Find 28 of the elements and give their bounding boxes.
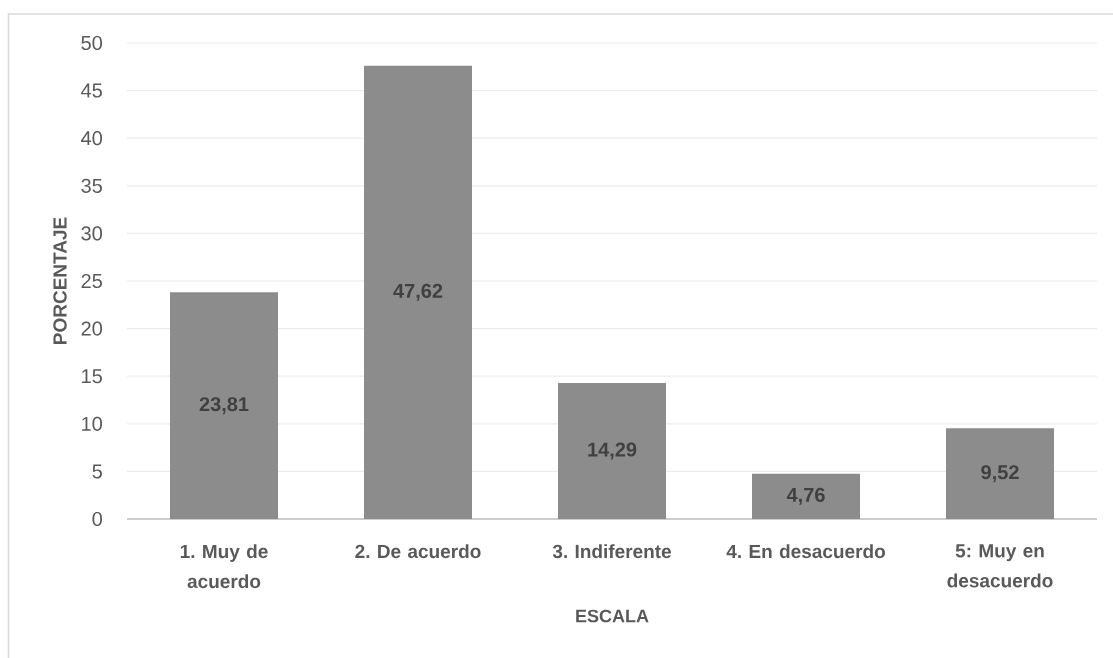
x-tick-label: 4. En desacuerdo [726,544,885,559]
bar [364,65,472,519]
y-tick-label: 40 [81,131,103,146]
y-tick-label: 5 [92,464,102,479]
y-tick-label: 10 [82,416,103,431]
data-label: 9,52 [981,465,1019,483]
bar [946,428,1055,519]
y-tick-label: 30 [81,226,103,241]
y-tick-label: 25 [81,273,102,289]
x-tick-label: 1. Muy de acuerdo [180,544,268,589]
x-tick-label: 5: Muy en desacuerdo [947,544,1053,588]
data-label: 4,76 [786,487,825,505]
y-tick-label: 35 [81,178,102,193]
x-tick-label: 3. Indiferente [552,544,672,559]
y-tick-label: 0 [92,511,103,527]
y-tick-label: 45 [81,83,102,98]
bar [170,292,278,519]
x-tick-label: 2. De acuerdo [355,544,481,559]
y-tick-label: 15 [82,369,102,384]
y-axis-title: PORCENTAJE [53,217,67,344]
bar [752,473,861,519]
bar [558,382,666,519]
x-axis-title: ESCALA [576,609,649,623]
data-label: 47,62 [393,283,443,301]
y-tick-label: 50 [81,35,103,51]
y-tick-label: 20 [81,321,103,336]
data-label: 23,81 [199,397,249,415]
data-label: 14,29 [588,442,637,460]
